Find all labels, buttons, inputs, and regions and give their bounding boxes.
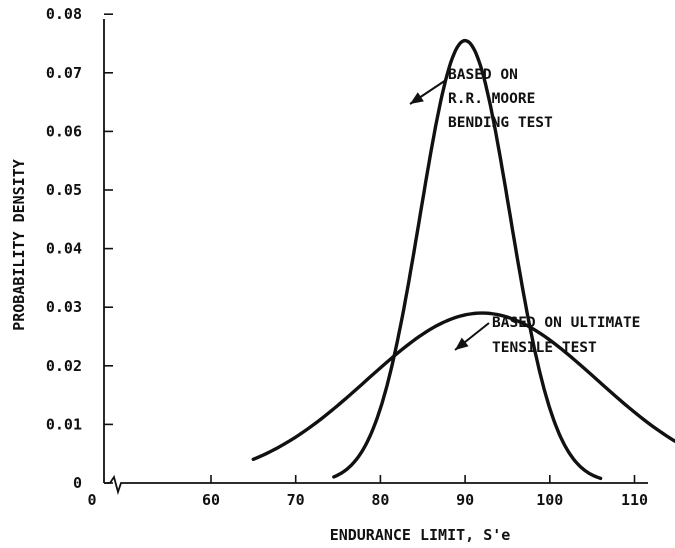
density-curves [251,38,675,481]
y-tick-label: 0 [73,474,82,492]
moore-annotation-line: BASED ON [448,67,518,83]
moore-arrow-head [410,92,424,104]
y-axis-title: PROBABILITY DENSITY [10,159,28,331]
y-tick-label: 0.07 [46,64,82,82]
y-tick-label: 0.04 [46,240,82,258]
annotations: BASED ON R.R. MOORE BENDING TEST BASED ON U… [409,67,640,356]
y-tick-label: 0.02 [46,357,82,375]
x-tick-label: 0 [87,491,96,509]
x-tick-label: 80 [371,491,389,509]
y-tick-label: 0.03 [46,298,82,316]
x-tick-label: 60 [202,491,220,509]
x-tick-label: 100 [536,491,563,509]
x-axis-line [104,474,648,496]
tensile-arrow-head [455,337,469,350]
x-axis-title: ENDURANCE LIMIT, S'e [330,526,511,544]
tensile-annotation-line: TENSILE TEST [492,340,597,356]
moore-annotation-line: BENDING TEST [448,115,553,131]
y-tick-label: 0.08 [46,5,82,23]
tick-marks [104,13,636,484]
y-tick-label: 0.01 [46,415,82,433]
y-tick-label: 0.06 [46,122,82,140]
x-tick-label: 70 [287,491,305,509]
ultimate-tensile-curve [251,311,675,461]
moore-annotation-line: R.R. MOORE [448,91,535,107]
x-tick-label: 90 [456,491,474,509]
moore-bending-curve [332,38,603,481]
x-tick-label: 110 [621,491,648,509]
y-tick-label: 0.05 [46,181,82,199]
x-tick-labels: 060708090100110120130 [87,491,648,509]
y-tick-labels: 0 0.01 0.02 0.03 0.04 0.05 0.06 0.07 0.08 [46,5,82,492]
tensile-annotation-line: BASED ON ULTIMATE [492,315,640,331]
